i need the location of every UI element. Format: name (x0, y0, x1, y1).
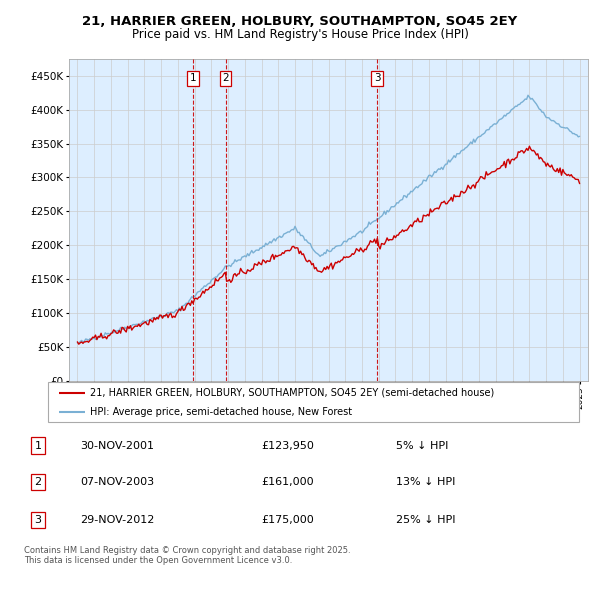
Text: 3: 3 (374, 73, 380, 83)
Text: HPI: Average price, semi-detached house, New Forest: HPI: Average price, semi-detached house,… (91, 407, 353, 417)
Text: 13% ↓ HPI: 13% ↓ HPI (396, 477, 455, 487)
Text: 25% ↓ HPI: 25% ↓ HPI (396, 515, 456, 525)
Text: 1: 1 (190, 73, 197, 83)
Text: 21, HARRIER GREEN, HOLBURY, SOUTHAMPTON, SO45 2EY: 21, HARRIER GREEN, HOLBURY, SOUTHAMPTON,… (82, 15, 518, 28)
Text: 5% ↓ HPI: 5% ↓ HPI (396, 441, 449, 451)
Text: 2: 2 (35, 477, 41, 487)
Text: £123,950: £123,950 (261, 441, 314, 451)
Text: £161,000: £161,000 (261, 477, 314, 487)
Text: Price paid vs. HM Land Registry's House Price Index (HPI): Price paid vs. HM Land Registry's House … (131, 28, 469, 41)
Text: 3: 3 (35, 515, 41, 525)
Text: 2: 2 (222, 73, 229, 83)
Text: 1: 1 (35, 441, 41, 451)
Text: 30-NOV-2001: 30-NOV-2001 (80, 441, 154, 451)
Text: 29-NOV-2012: 29-NOV-2012 (80, 515, 155, 525)
Text: 07-NOV-2003: 07-NOV-2003 (80, 477, 155, 487)
FancyBboxPatch shape (48, 382, 579, 422)
Text: 21, HARRIER GREEN, HOLBURY, SOUTHAMPTON, SO45 2EY (semi-detached house): 21, HARRIER GREEN, HOLBURY, SOUTHAMPTON,… (91, 388, 495, 398)
Text: £175,000: £175,000 (261, 515, 314, 525)
Text: Contains HM Land Registry data © Crown copyright and database right 2025.
This d: Contains HM Land Registry data © Crown c… (24, 546, 350, 565)
